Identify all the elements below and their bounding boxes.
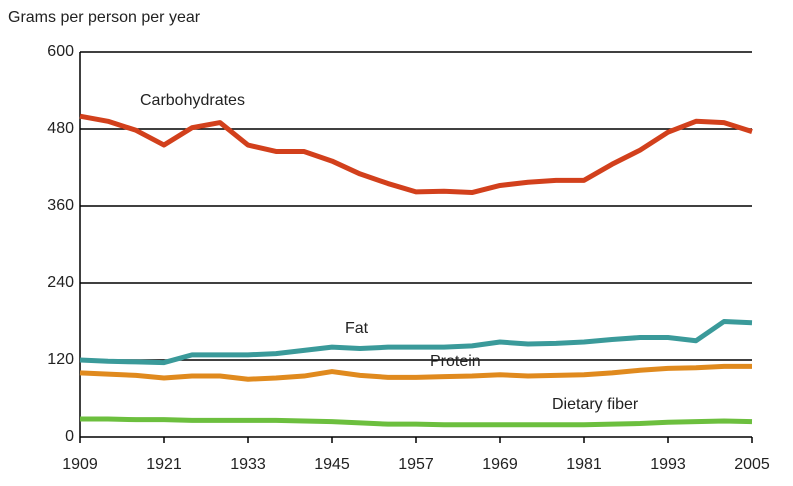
series-line (80, 416, 753, 428)
y-tick-label: 600 (47, 43, 74, 60)
series-line (79, 363, 752, 382)
x-tick-label: 1993 (650, 456, 686, 473)
x-tick-label: 1933 (230, 456, 266, 473)
y-tick-label: 0 (65, 428, 74, 445)
y-tick-label: 240 (47, 274, 74, 291)
x-tick-label: 1969 (482, 456, 518, 473)
y-tick-label: 480 (47, 120, 74, 137)
series-line (79, 319, 753, 366)
series-line (79, 113, 753, 196)
series-label: Carbohydrates (140, 92, 245, 109)
series-label: Dietary fiber (552, 396, 639, 413)
x-tick-label: 1957 (398, 456, 434, 473)
y-tick-label: 360 (47, 197, 74, 214)
y-axis-title: Grams per person per year (8, 9, 201, 26)
x-tick-label: 1909 (62, 456, 98, 473)
y-tick-label: 120 (47, 351, 74, 368)
series-label: Protein (430, 353, 481, 370)
x-tick-label: 1945 (314, 456, 350, 473)
x-tick-label: 2005 (734, 456, 770, 473)
series-label: Fat (345, 320, 369, 337)
x-tick-label: 1981 (566, 456, 602, 473)
x-tick-label: 1921 (146, 456, 182, 473)
